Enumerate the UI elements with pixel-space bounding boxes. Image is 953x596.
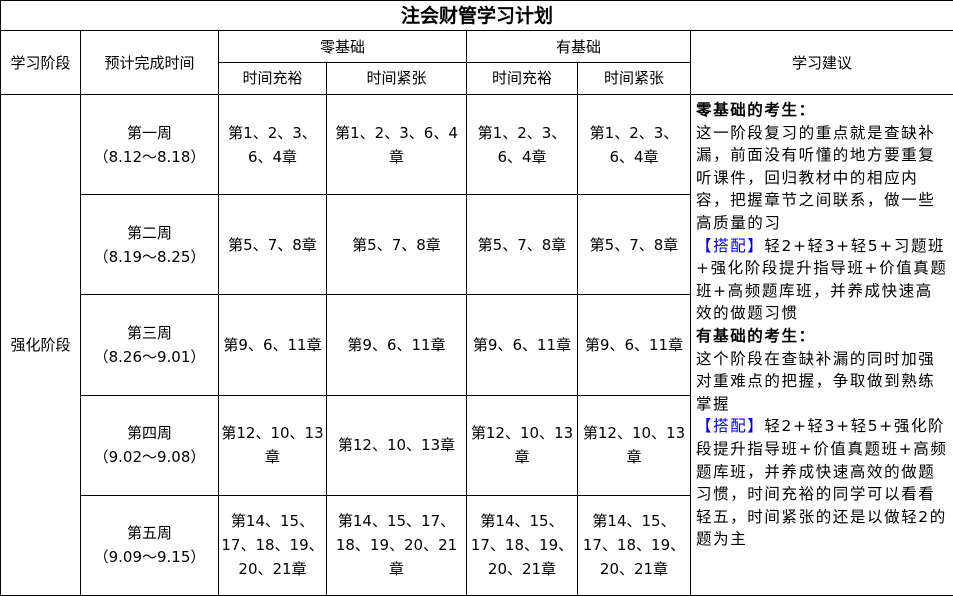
week-cell: 第一周 （8.12～8.18） bbox=[80, 94, 219, 196]
has-text: 这个阶段在查缺补漏的同时加强对重难点的把握，争取做到熟练掌握 bbox=[696, 349, 936, 413]
week-dates: （8.19～8.25） bbox=[93, 247, 206, 266]
header-has-tight: 时间紧张 bbox=[577, 61, 691, 96]
has-tag: 【搭配】 bbox=[696, 417, 765, 436]
table-row: 第四周 （9.02～9.08） 第12、10、13章 第12、10、13章 第12… bbox=[1, 394, 953, 496]
table-row: 强化阶段 第一周 （8.12～8.18） 第1、2、3、6、4章 第1、2、3、6… bbox=[0, 94, 953, 596]
week-name: 第一周 bbox=[126, 123, 172, 142]
week-dates: （8.26～9.01） bbox=[93, 348, 206, 366]
table-title: 注会财管学习计划 bbox=[0, 0, 953, 32]
header-zero-ample: 时间充裕 bbox=[218, 61, 327, 96]
week-name: 第二周 bbox=[126, 223, 172, 242]
table-row: 第三周 （8.26～9.01） 第9、6、11章 第9、6、11章 第9、6、11… bbox=[1, 294, 953, 396]
stage-name: 强化阶段 bbox=[0, 94, 81, 596]
header-has-ample: 时间充裕 bbox=[466, 61, 578, 96]
chapter-cell: 第14、15、17、18、19、20、21章 bbox=[218, 494, 327, 596]
chapter-cell: 第9、6、11章 bbox=[466, 294, 578, 396]
zero-heading: 零基础的考生： bbox=[696, 101, 816, 120]
chapter-cell: 第1、2、3、6、4章 bbox=[577, 94, 691, 196]
week-dates: （9.02～9.08） bbox=[93, 448, 206, 467]
zero-tag: 【搭配】 bbox=[696, 236, 765, 255]
chapter-cell: 第5、7、8章 bbox=[218, 194, 327, 296]
chapter-cell: 第12、10、13章 bbox=[218, 394, 327, 496]
chapter-cell: 第9、6、11章 bbox=[326, 294, 467, 396]
week-dates: （8.12～8.18） bbox=[93, 147, 206, 166]
chapter-cell: 第12、10、13章 bbox=[466, 394, 578, 496]
week-cell: 第四周 （9.02～9.08） bbox=[80, 394, 219, 496]
chapter-cell: 第5、7、8章 bbox=[326, 194, 467, 296]
chapter-cell: 第1、2、3、6、4章 bbox=[218, 94, 327, 196]
chapter-cell: 第12、10、13章 bbox=[577, 394, 691, 496]
week-cell: 第三周 （8.26～9.01） bbox=[80, 294, 219, 396]
chapter-cell: 第1、2、3、6、4章 bbox=[326, 94, 467, 196]
header-advice: 学习建议 bbox=[689, 30, 953, 96]
header-time: 预计完成时间 bbox=[80, 30, 219, 96]
zero-combo: 轻2+轻3+轻5+习题班+强化阶段提升指导班+价值真题班+高频题库班，并养成快速… bbox=[696, 236, 948, 323]
header-zero-basis: 零基础 bbox=[218, 30, 467, 63]
chapter-cell: 第5、7、8章 bbox=[466, 194, 578, 296]
chapter-cell: 第5、7、8章 bbox=[577, 194, 691, 296]
week-cell: 第二周 （8.19～8.25） bbox=[80, 194, 219, 296]
chapter-cell: 第14、15、17、18、19、20、21章 bbox=[326, 494, 467, 596]
zero-text: 这一阶段复习的重点就是查缺补漏，前面没有听懂的地方要重复听课件，回归教材中的相应… bbox=[696, 123, 936, 233]
has-heading: 有基础的考生： bbox=[696, 327, 816, 346]
week-dates: （9.09～9.15） bbox=[93, 548, 206, 567]
chapter-cell: 第1、2、3、6、4章 bbox=[466, 94, 578, 196]
header-has-basis: 有基础 bbox=[466, 30, 691, 63]
header-zero-tight: 时间紧张 bbox=[326, 61, 467, 96]
chapter-cell: 第14、15、17、18、19、20、21章 bbox=[466, 494, 578, 596]
week-cell: 第五周 （9.09～9.15） bbox=[80, 494, 219, 596]
table-row: 第二周 （8.19～8.25） 第5、7、8章 第5、7、8章 第5、7、8章 第… bbox=[1, 194, 953, 296]
has-combo: 轻2+轻3+轻5+强化阶段提升指导班+价值真题班+高频题库班，并养成快速高效的做… bbox=[696, 417, 948, 549]
week-name: 第五周 bbox=[126, 524, 172, 543]
advice-cell: 零基础的考生： 这一阶段复习的重点就是查缺补漏，前面没有听懂的地方要重复听课件，… bbox=[689, 94, 953, 596]
chapter-cell: 第14、15、17、18、19、20、21章 bbox=[577, 494, 691, 596]
week-name: 第三周 bbox=[126, 324, 172, 342]
table-row: 第五周 （9.09～9.15） 第14、15、17、18、19、20、21章 第1… bbox=[1, 494, 953, 596]
chapter-cell: 第12、10、13章 bbox=[326, 394, 467, 496]
week-name: 第四周 bbox=[126, 424, 172, 443]
chapter-cell: 第9、6、11章 bbox=[218, 294, 327, 396]
header-stage: 学习阶段 bbox=[0, 30, 81, 96]
chapter-cell: 第9、6、11章 bbox=[577, 294, 691, 396]
